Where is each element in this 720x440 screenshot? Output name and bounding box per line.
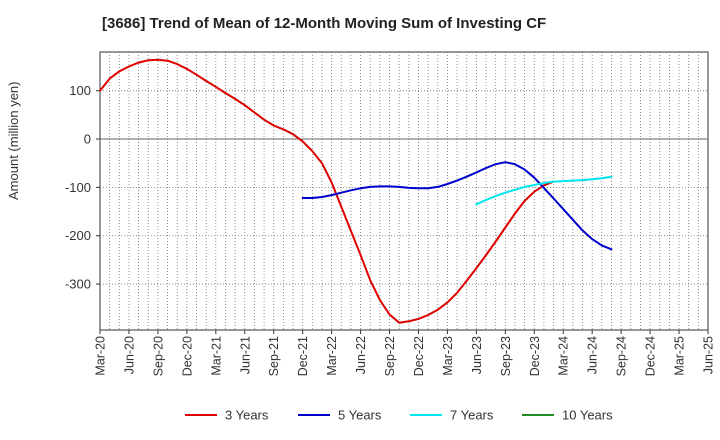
x-tick-label: Jun-25 xyxy=(702,336,716,374)
x-tick-label: Dec-21 xyxy=(296,336,310,376)
y-tick-label: 100 xyxy=(69,83,91,98)
x-tick-label: Dec-22 xyxy=(412,336,426,376)
x-tick-label: Mar-22 xyxy=(325,336,339,376)
legend-label-5-years: 5 Years xyxy=(338,408,382,423)
legend-label-3-years: 3 Years xyxy=(225,408,269,423)
y-tick-label: -100 xyxy=(65,180,91,195)
x-tick-label: Jun-24 xyxy=(586,336,600,374)
x-tick-label: Sep-21 xyxy=(267,336,281,376)
x-tick-label: Jun-20 xyxy=(122,336,136,374)
x-tick-label: Mar-24 xyxy=(557,336,571,376)
series-line-7-years xyxy=(475,175,613,206)
plot-frame xyxy=(99,51,709,331)
x-tick-label: Mar-25 xyxy=(673,336,687,376)
x-tick-label: Sep-22 xyxy=(383,336,397,376)
x-tick-label: Sep-23 xyxy=(499,336,513,376)
y-tick-label: 0 xyxy=(84,132,91,147)
x-tick-label: Jun-21 xyxy=(238,336,252,374)
x-tick-label: Dec-20 xyxy=(180,336,194,376)
x-tick-label: Jun-22 xyxy=(354,336,368,374)
series-line-3-years xyxy=(99,58,555,324)
x-tick-label: Mar-21 xyxy=(209,336,223,376)
chart-title: [3686] Trend of Mean of 12-Month Moving … xyxy=(102,15,547,32)
y-tick-label: -300 xyxy=(65,277,91,292)
legend-label-7-years: 7 Years xyxy=(450,408,494,423)
x-tick-label: Dec-24 xyxy=(644,336,658,376)
x-tick-label: Mar-20 xyxy=(94,336,108,376)
series-line-5-years xyxy=(301,161,613,251)
x-tick-label: Mar-23 xyxy=(441,336,455,376)
x-tick-label: Jun-23 xyxy=(470,336,484,374)
x-tick-label: Sep-24 xyxy=(615,336,629,376)
x-tick-label: Sep-20 xyxy=(151,336,165,376)
legend-label-10-years: 10 Years xyxy=(562,408,613,423)
x-tick-label: Dec-23 xyxy=(528,336,542,376)
y-tick-label: -200 xyxy=(65,228,91,243)
